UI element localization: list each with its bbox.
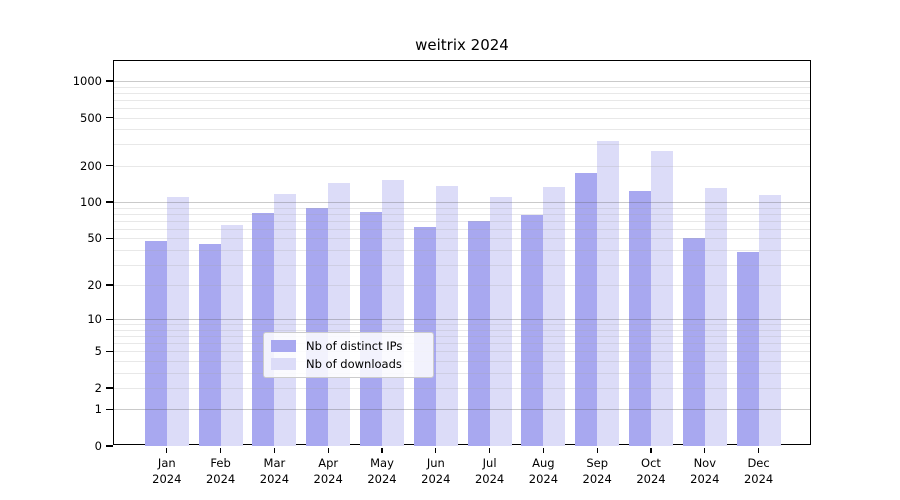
- plot-area: 0 1 2 5 10 20 50 100 200 500 1000 Jan 2024 Feb 2024 M…: [73, 60, 811, 486]
- bar-distinct-ips-8: [575, 173, 598, 446]
- gridline-minor: [114, 165, 810, 167]
- x-tick-mark: [757, 447, 760, 453]
- x-tick-mark: [704, 447, 706, 453]
- bar-downloads-2: [274, 193, 297, 446]
- y-tick-label: 1: [94, 402, 102, 417]
- bar-distinct-ips-1: [198, 243, 221, 446]
- x-tick-mark: [327, 447, 329, 453]
- bar-downloads-4: [382, 180, 404, 446]
- y-tick-label: 2: [94, 380, 102, 395]
- x-tick-label: Oct 2024: [636, 456, 666, 486]
- bar-downloads-6: [489, 197, 512, 446]
- bar-distinct-ips-9: [629, 190, 651, 446]
- gridline-major: [114, 80, 810, 82]
- x-tick-label: Apr 2024: [313, 456, 343, 486]
- x-tick-label: Aug 2024: [528, 456, 559, 486]
- x-tick-mark: [650, 447, 652, 453]
- bar-distinct-ips-7: [521, 215, 544, 446]
- y-tick-mark: [106, 165, 113, 167]
- y-tick-label: 10: [87, 312, 102, 327]
- y-tick-label: 5: [94, 344, 102, 359]
- bar-distinct-ips-11: [736, 252, 759, 446]
- legend: Nb of distinct IPs Nb of downloads: [263, 332, 434, 378]
- bar-downloads-0: [166, 197, 189, 446]
- bar-distinct-ips-10: [682, 238, 705, 446]
- y-tick-label: 100: [80, 195, 102, 210]
- x-tick-label: Jan 2024: [152, 456, 182, 486]
- legend-label: Nb of downloads: [306, 357, 402, 371]
- gridline-minor: [114, 129, 810, 131]
- bar-distinct-ips-6: [467, 220, 490, 446]
- bar-downloads-1: [220, 224, 243, 446]
- legend-row: Nb of downloads: [271, 357, 424, 371]
- x-tick-label: Jun 2024: [421, 456, 451, 486]
- gridline-minor: [114, 107, 810, 109]
- y-tick-label: 500: [80, 110, 102, 125]
- x-tick-mark: [219, 447, 222, 453]
- y-tick-mark: [106, 201, 113, 203]
- x-tick-mark: [435, 447, 437, 453]
- legend-swatch-distinct-ips: [271, 340, 296, 352]
- bar-downloads-8: [597, 141, 620, 446]
- y-tick-mark: [106, 408, 113, 411]
- legend-swatch-downloads: [271, 358, 296, 370]
- bar-distinct-ips-4: [360, 211, 382, 446]
- y-tick-label: 0: [94, 439, 102, 453]
- x-tick-label: Jul 2024: [474, 456, 505, 486]
- y-tick-mark: [106, 318, 113, 320]
- x-tick-mark: [273, 447, 276, 453]
- y-tick-mark: [106, 116, 113, 119]
- bar-downloads-9: [651, 150, 673, 446]
- y-tick-mark: [106, 237, 113, 239]
- x-tick-label: Mar 2024: [259, 456, 290, 486]
- y-tick-label: 20: [87, 278, 102, 293]
- bar-downloads-5: [435, 186, 458, 446]
- gridline-minor: [114, 144, 810, 146]
- bar-downloads-7: [543, 187, 566, 446]
- legend-label: Nb of distinct IPs: [306, 339, 403, 353]
- y-tick-label: 1000: [72, 73, 102, 88]
- x-tick-label: Feb 2024: [205, 456, 236, 486]
- gridline-minor: [114, 99, 810, 101]
- x-tick-mark: [542, 447, 545, 453]
- bar-downloads-3: [328, 183, 351, 446]
- x-tick-mark: [596, 447, 598, 453]
- y-tick-mark: [106, 284, 113, 286]
- gridline-minor: [114, 92, 810, 94]
- y-tick-mark: [106, 80, 113, 82]
- x-tick-mark: [381, 447, 383, 453]
- x-tick-mark: [488, 447, 491, 453]
- bar-distinct-ips-0: [144, 241, 167, 446]
- x-tick-mark: [166, 447, 168, 453]
- gridline-minor: [114, 86, 810, 88]
- y-tick-mark: [106, 350, 113, 353]
- y-tick-mark: [106, 387, 113, 389]
- bar-distinct-ips-3: [306, 207, 329, 446]
- x-tick-label: May 2024: [367, 456, 397, 486]
- y-tick-label: 200: [80, 158, 102, 173]
- y-tick-mark: [106, 445, 113, 447]
- x-tick-label: Nov 2024: [690, 456, 720, 486]
- gridline-minor: [114, 117, 810, 119]
- x-tick-label: Dec 2024: [743, 456, 774, 486]
- bar-distinct-ips-2: [252, 213, 275, 446]
- bar-downloads-11: [758, 195, 781, 446]
- bar-downloads-10: [704, 188, 727, 446]
- y-tick-label: 50: [87, 231, 102, 246]
- x-tick-label: Sep 2024: [582, 456, 612, 486]
- legend-row: Nb of distinct IPs: [271, 339, 424, 353]
- chart-title: weitrix 2024: [415, 36, 509, 54]
